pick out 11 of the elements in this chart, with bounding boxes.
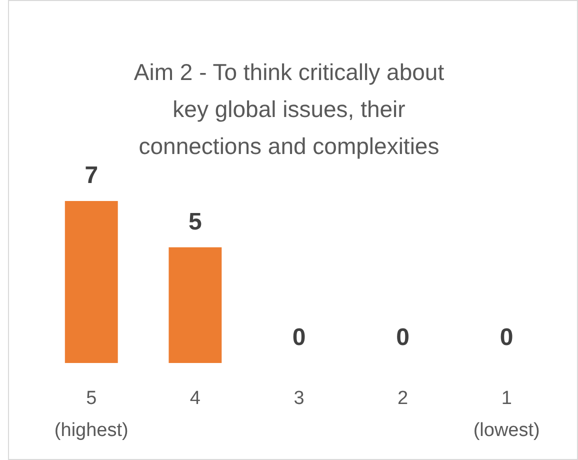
data-label: 0 [500,324,514,351]
data-label: 0 [292,324,306,351]
x-tick-label: 1 (lowest) [473,388,540,441]
data-label: 0 [396,324,410,351]
x-tick-label: 4 [190,388,201,409]
x-tick-label: 5 (highest) [54,388,128,441]
data-label: 5 [188,208,202,236]
data-label: 7 [84,162,98,189]
x-tick-label: 3 [294,388,304,409]
x-tick-label: 2 [398,388,408,409]
chart-title: Aim 2 - To think critically about key global issues, their connections and complexities [134,59,445,159]
